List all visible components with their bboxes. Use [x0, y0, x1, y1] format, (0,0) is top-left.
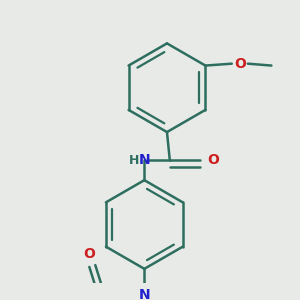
Text: N: N	[139, 288, 150, 300]
Text: O: O	[234, 57, 246, 71]
Text: O: O	[84, 247, 96, 261]
Text: N: N	[139, 153, 150, 167]
Text: O: O	[207, 153, 219, 167]
Text: H: H	[129, 154, 139, 167]
